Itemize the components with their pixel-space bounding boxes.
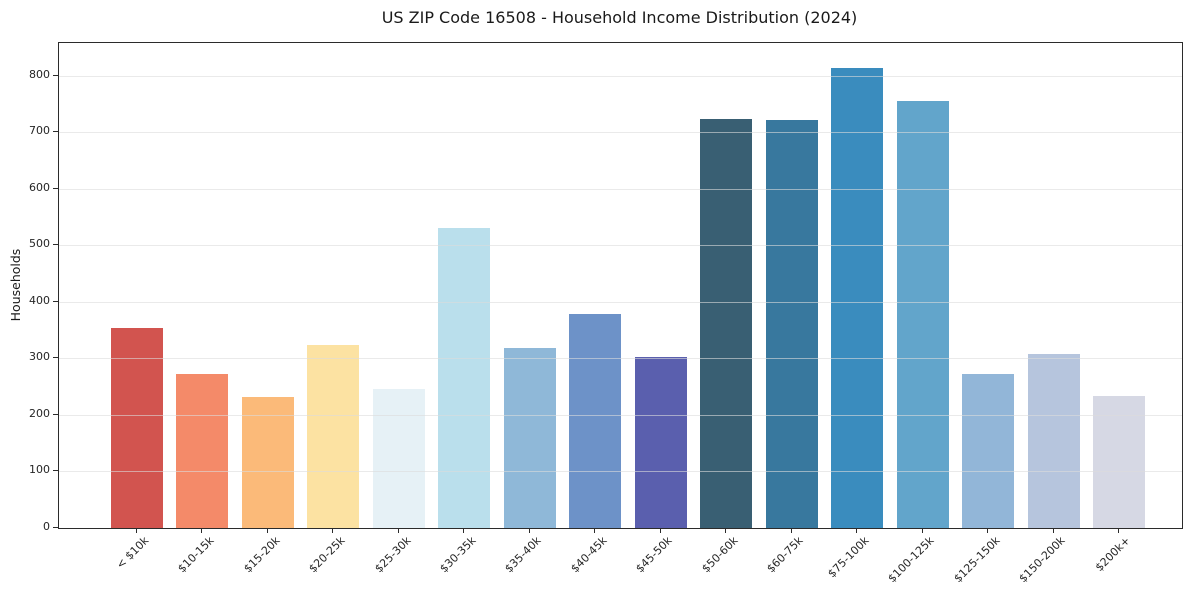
gridline [59,75,1182,77]
x-tick-mark [332,528,334,533]
x-tick-mark [987,528,989,533]
y-tick-label: 500 [29,237,50,251]
x-tick-label: $10-15k [175,534,217,576]
bar [962,374,1015,528]
y-tick-label: 300 [29,350,50,364]
y-tick-mark [53,470,58,472]
bar [372,388,425,528]
y-tick-mark [53,187,58,189]
bar [831,68,884,528]
y-axis-label: Households [8,248,23,322]
y-tick-mark [53,300,58,302]
gridline [59,132,1182,134]
y-tick-label: 400 [29,293,50,307]
y-tick-label: 200 [29,406,50,420]
x-tick-mark [463,528,465,533]
x-tick-mark [921,528,923,533]
bar [765,120,818,528]
x-tick-mark [201,528,203,533]
bar [241,396,294,528]
x-tick-mark [659,528,661,533]
x-tick-mark [1052,528,1054,533]
y-tick-label: 700 [29,124,50,138]
bar [569,313,622,528]
x-tick-mark [397,528,399,533]
y-tick-mark [53,74,58,76]
gridline [59,471,1182,473]
bar [700,119,753,528]
y-tick-label: 800 [29,67,50,81]
x-tick-mark [136,528,137,533]
x-tick-mark [594,528,596,533]
y-tick-mark [53,527,58,528]
gridline [59,358,1182,360]
bar [307,345,360,528]
gridline [59,301,1182,303]
x-tick-mark [725,528,727,533]
bar [1093,395,1145,528]
x-tick-mark [266,528,268,533]
bar [503,347,556,528]
y-tick-mark [53,131,58,133]
plot-area [58,42,1183,529]
y-tick-label: 100 [29,463,50,477]
x-tick-mark [856,528,858,533]
y-tick-label: 0 [43,520,50,533]
y-tick-label: 600 [29,180,50,194]
x-tick-label: $200k+ [1093,534,1134,575]
bar [176,373,229,528]
x-tick-label: $40-45k [568,534,610,576]
x-tick-label: $15-20k [240,534,283,576]
bar [896,101,949,528]
bar [438,227,491,528]
x-tick-label: $25-30k [371,534,414,576]
x-tick-label: $50-60k [699,534,741,576]
x-tick-label: $30-35k [437,534,479,576]
x-tick-mark [790,528,792,533]
y-tick-mark [53,244,58,246]
x-tick-label: $75-100k [825,534,872,581]
bar [111,327,163,528]
x-tick-label: $45-50k [633,534,675,576]
x-tick-label: $60-75k [764,534,806,576]
chart-title: US ZIP Code 16508 - Household Income Dis… [381,8,858,27]
x-tick-label: $100-125k [885,534,937,586]
y-tick-mark [53,357,58,359]
gridline [59,188,1182,190]
x-tick-mark [1118,528,1119,533]
x-tick-label: < $10k [113,534,152,572]
x-tick-label: $20-25k [306,534,348,576]
x-tick-label: $150-200k [1016,534,1068,586]
x-tick-label: $125-150k [951,534,1003,586]
x-tick-mark [528,528,530,533]
gridline [59,414,1182,416]
bar [1027,353,1080,528]
gridline [59,245,1182,247]
bar [634,356,687,528]
y-tick-mark [53,413,58,415]
x-tick-label: $35-40k [502,534,545,576]
